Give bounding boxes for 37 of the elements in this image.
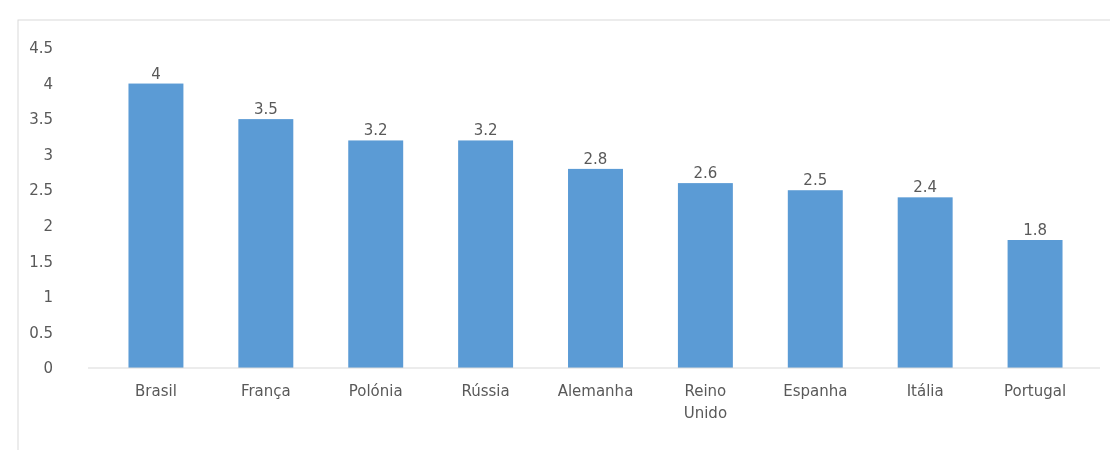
x-tick-label: Alemanha — [557, 382, 634, 400]
bar — [458, 140, 514, 368]
x-tick-label: Itália — [906, 382, 944, 400]
bar — [897, 197, 953, 368]
data-label: 4 — [151, 64, 161, 83]
data-label: 3.5 — [253, 100, 278, 119]
y-tick-label: 1 — [43, 288, 53, 307]
x-tick-label: Brasil — [135, 382, 177, 400]
bar — [348, 140, 404, 368]
data-label: 3.2 — [473, 121, 498, 140]
x-tick-label: Polónia — [348, 382, 403, 400]
y-tick-label: 3 — [43, 145, 53, 164]
y-tick-label: 4 — [43, 74, 53, 93]
data-label: 2.6 — [693, 164, 718, 183]
x-tick-label: França — [240, 382, 291, 400]
x-tick-label: Portugal — [1003, 382, 1067, 400]
y-tick-label: 2.5 — [29, 181, 53, 200]
bar — [1007, 240, 1063, 368]
bar — [128, 83, 184, 368]
y-tick-label: 4.5 — [29, 39, 53, 58]
bar — [238, 119, 294, 368]
x-tick-label: Rússia — [461, 382, 510, 400]
y-tick-label: 3.5 — [29, 110, 53, 129]
data-label: 2.8 — [583, 149, 608, 168]
bar — [787, 190, 843, 368]
data-label: 3.2 — [363, 121, 388, 140]
data-label: 2.5 — [803, 171, 828, 190]
y-tick-label: 1.5 — [29, 252, 53, 271]
bar — [677, 183, 733, 368]
data-label: 1.8 — [1023, 221, 1047, 239]
y-tick-label: 0.5 — [29, 323, 53, 342]
x-tick-label: Reino Unido — [683, 382, 728, 422]
data-label: 2.4 — [913, 178, 938, 197]
x-tick-label: Espanha — [783, 382, 848, 400]
bar — [568, 168, 623, 368]
y-tick-label: 0 — [43, 359, 53, 378]
y-tick-label: 2 — [43, 217, 53, 236]
